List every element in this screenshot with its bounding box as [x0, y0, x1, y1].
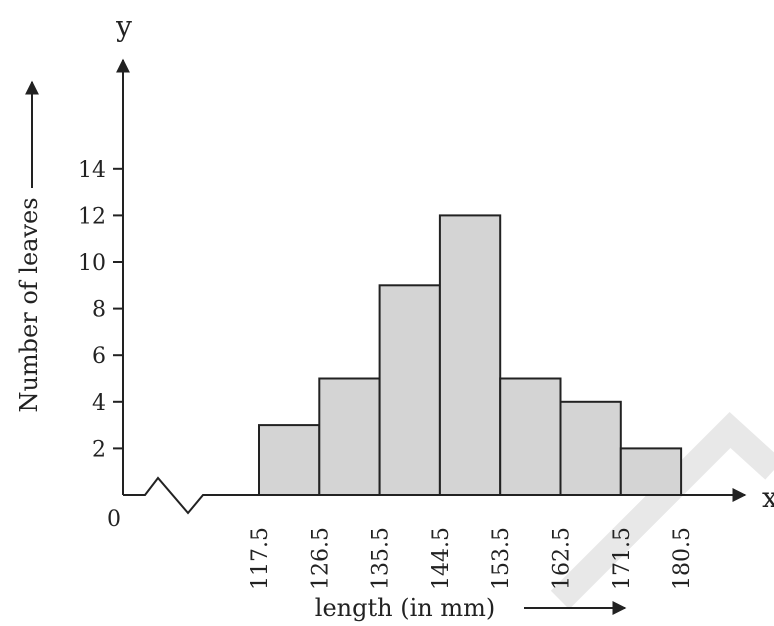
y-tick-label: 10 — [78, 251, 106, 276]
y-axis-title: Number of leaves — [15, 197, 43, 412]
bar-171.5 — [619, 447, 683, 496]
x-tick-label: 180.5 — [670, 527, 695, 590]
origin-label: 0 — [107, 507, 121, 532]
bar-153.5 — [499, 377, 562, 496]
x-tick-label: 126.5 — [308, 527, 333, 590]
y-tick-label: 2 — [92, 437, 106, 462]
x-tick-label: 153.5 — [489, 527, 514, 590]
x-axis-symbol: x — [762, 481, 774, 514]
x-axis — [123, 476, 747, 515]
y-tick-label: 4 — [92, 391, 106, 416]
x-tick-label: 117.5 — [248, 527, 273, 590]
y-axis-title-group: Number of leaves — [15, 197, 43, 412]
bar-126.5 — [318, 377, 381, 496]
x-tick-label: 171.5 — [610, 527, 635, 590]
x-tick-label: 144.5 — [429, 527, 454, 590]
bar-162.5 — [559, 400, 622, 496]
y-tick-label: 6 — [92, 344, 106, 369]
y-axis-symbol: y — [115, 10, 132, 43]
x-tick-label: 162.5 — [550, 527, 575, 590]
watermark-shape — [550, 412, 774, 610]
bar-117.5 — [258, 424, 321, 497]
bar-135.5 — [378, 284, 441, 496]
x-ticks-group: 117.5 126.5 135.5 144.5 153.5 162.5 171.5 180.5 — [248, 527, 695, 590]
y-tick-label: 12 — [78, 204, 106, 229]
x-tick-label: 135.5 — [369, 527, 394, 590]
x-axis-title: length (in mm) — [315, 594, 495, 622]
bars-group — [258, 214, 683, 497]
y-tick-label: 14 — [78, 158, 106, 183]
bar-144.5 — [438, 214, 502, 496]
y-tick-label: 8 — [92, 298, 106, 323]
y-ticks-group: 2 4 6 8 10 12 14 — [78, 158, 123, 462]
